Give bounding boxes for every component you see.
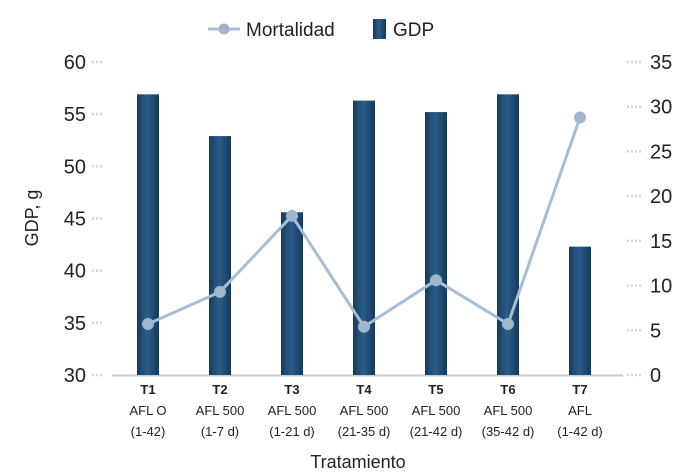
right-tick-label: 20 (650, 186, 672, 208)
y-axis-title: GDP, g (22, 190, 42, 247)
bar-gdp (209, 136, 231, 375)
category-code: T2 (212, 382, 227, 397)
category-label: AFL O (129, 403, 166, 418)
category-label: AFL 500 (196, 403, 245, 418)
legend-label-gdp: GDP (393, 20, 434, 41)
line-series-mortalidad (142, 111, 586, 333)
left-tick-label: 35 (64, 313, 86, 335)
category-code: T4 (356, 382, 372, 397)
category-code: T6 (500, 382, 515, 397)
right-tick-label: 10 (650, 276, 672, 298)
left-y-axis: 30 35 40 45 50 55 60 (64, 52, 104, 387)
bar-series-gdp (137, 94, 591, 376)
legend: Mortalidad GDP (208, 19, 434, 41)
left-tick-label: 40 (64, 261, 86, 283)
right-tick-label: 5 (650, 320, 661, 342)
mortalidad-point (502, 318, 514, 331)
category-code: T3 (284, 382, 299, 397)
category-code: T5 (428, 382, 443, 397)
left-tick-label: 30 (64, 365, 86, 387)
bar-gdp (281, 212, 303, 375)
category-label: AFL 500 (484, 403, 533, 418)
right-tick-label: 0 (650, 365, 661, 387)
bar-gdp (353, 100, 375, 375)
bar-gdp (425, 112, 447, 375)
bar-gdp (137, 94, 159, 376)
category-label: (35-42 d) (482, 424, 535, 439)
legend-bar-swatch (373, 19, 386, 39)
mortalidad-point (214, 285, 226, 298)
category-code: T1 (140, 382, 155, 397)
mortalidad-point (358, 320, 370, 333)
left-tick-label: 60 (64, 52, 86, 74)
left-tick-label: 50 (64, 156, 86, 178)
left-tick-label: 55 (64, 104, 86, 126)
legend-marker-swatch (218, 23, 230, 35)
bar-gdp (569, 246, 591, 375)
right-tick-label: 25 (650, 141, 672, 163)
mortalidad-point (574, 111, 586, 124)
category-label: (21-42 d) (410, 424, 463, 439)
category-label: AFL 500 (412, 403, 461, 418)
bar-gdp (497, 94, 519, 376)
right-tick-label: 35 (650, 52, 672, 74)
category-label: (21-35 d) (338, 424, 391, 439)
category-label: (1-42) (131, 424, 166, 439)
category-label: (1-42 d) (557, 424, 603, 439)
left-tick-label: 45 (64, 209, 86, 231)
mortalidad-point (430, 274, 442, 287)
right-y-axis: 0 5 10 15 20 25 30 35 (627, 52, 672, 387)
legend-item-mortalidad: Mortalidad (208, 20, 335, 41)
category-label: (1-7 d) (201, 424, 239, 439)
right-tick-label: 15 (650, 231, 672, 253)
mortalidad-point (142, 318, 154, 331)
category-code: T7 (572, 382, 587, 397)
category-label: (1-21 d) (269, 424, 315, 439)
right-tick-label: 30 (650, 97, 672, 119)
category-label: AFL 500 (268, 403, 317, 418)
x-axis-title: Tratamiento (310, 452, 405, 472)
category-label: AFL (568, 403, 592, 418)
category-label: AFL 500 (340, 403, 389, 418)
x-axis-labels: T1 AFL O (1-42) T2 AFL 500 (1-7 d) T3 AFL 500 (1… (129, 382, 602, 439)
legend-item-gdp: GDP (373, 19, 434, 41)
mortalidad-point (286, 209, 298, 222)
legend-label-mortalidad: Mortalidad (246, 20, 335, 41)
